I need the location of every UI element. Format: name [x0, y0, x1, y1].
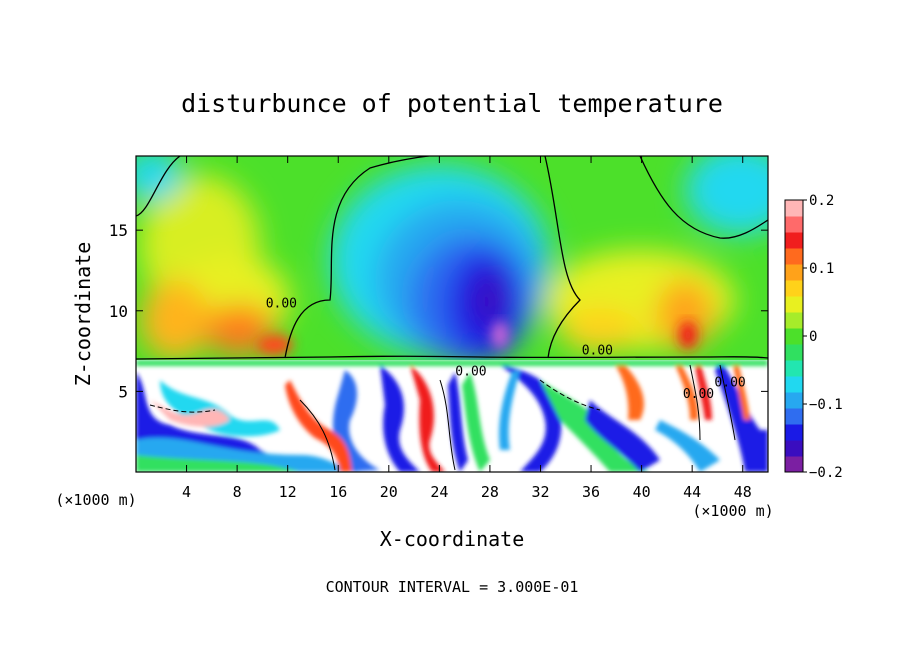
- colorbar-tick-label: 0.2: [809, 193, 834, 209]
- plot-area: [136, 156, 768, 472]
- colorbar-segment: [785, 248, 803, 265]
- colorbar-segment: [785, 440, 803, 457]
- lower-contour-4: [149, 404, 216, 413]
- upper-field-detail: [257, 321, 697, 355]
- x-tick-label: 40: [633, 483, 651, 501]
- colorbar-tick-label: −0.2: [809, 465, 843, 481]
- contour-label: 0.00: [582, 343, 613, 358]
- x-unit-left: (×1000 m): [55, 491, 136, 509]
- colorbar-segment: [785, 216, 803, 233]
- colorbar-segment: [785, 424, 803, 441]
- lower-contour-2: [439, 379, 456, 471]
- contour-label: 0.00: [714, 376, 745, 391]
- x-tick-label: 44: [683, 483, 701, 501]
- colorbar-segment: [785, 456, 803, 473]
- plot-frame: [135, 155, 769, 473]
- x-tick-label: 48: [734, 483, 752, 501]
- x-unit-right: (×1000 m): [692, 502, 773, 520]
- contour-label: 0.00: [683, 387, 714, 402]
- contour-interval-note: CONTOUR INTERVAL = 3.000E-01: [326, 578, 579, 596]
- colorbar-segment: [785, 296, 803, 313]
- colorbar-ticks: 0.2 0.1 0 −0.1 −0.2: [803, 193, 843, 481]
- colorbar-segment: [785, 344, 803, 361]
- colorbar-tick-label: 0.1: [809, 261, 834, 277]
- y-tick-label: 5: [118, 382, 128, 401]
- lower-field: [136, 360, 768, 472]
- lower-contour-5: [689, 364, 701, 441]
- y-axis: 5 10 15: [109, 221, 768, 401]
- x-tick-label: 36: [582, 483, 600, 501]
- zero-contour-left: [136, 156, 181, 217]
- y-tick-label: 10: [109, 302, 128, 321]
- contour-label: 0.00: [455, 364, 486, 379]
- x-tick-label: 32: [531, 483, 549, 501]
- colorbar-segment: [785, 232, 803, 249]
- lower-contour-1: [299, 399, 336, 471]
- contour-label: 0.00: [266, 297, 297, 312]
- colorbar-tick-label: −0.1: [809, 397, 843, 413]
- colorbar-segment: [785, 408, 803, 425]
- zero-contour-center: [284, 156, 581, 359]
- colorbar-segment: [785, 376, 803, 393]
- x-tick-label: 28: [481, 483, 499, 501]
- colorbar-segment: [785, 264, 803, 281]
- lower-contour-6: [719, 364, 736, 441]
- x-tick-label: 12: [279, 483, 297, 501]
- colorbar-segment: [785, 392, 803, 409]
- colorbar: [784, 199, 804, 473]
- zero-contour-right: [639, 156, 768, 239]
- x-axis-label: X-coordinate: [380, 527, 525, 551]
- layer-boundary-contour: [136, 355, 768, 360]
- y-axis-label: Z-coordinate: [71, 242, 95, 387]
- lower-contour-3: [539, 379, 601, 411]
- colorbar-segment: [785, 312, 803, 329]
- x-axis: 4 8 12 16 20 24 28 32 36 40 44 48: [182, 156, 752, 501]
- colorbar-segment: [785, 360, 803, 377]
- x-tick-label: 4: [182, 483, 191, 501]
- colorbar-segment: [785, 280, 803, 297]
- x-tick-label: 8: [233, 483, 242, 501]
- colorbar-tick-label: 0: [809, 329, 817, 345]
- contour-labels: 0.000.000.000.000.00: [266, 297, 746, 402]
- chart-title: disturbunce of potential temperature: [181, 89, 723, 118]
- colorbar-segment: [785, 328, 803, 345]
- colorbar-segment: [785, 200, 803, 217]
- y-tick-label: 15: [109, 221, 128, 240]
- x-tick-label: 16: [329, 483, 347, 501]
- x-tick-label: 24: [430, 483, 448, 501]
- x-tick-label: 20: [380, 483, 398, 501]
